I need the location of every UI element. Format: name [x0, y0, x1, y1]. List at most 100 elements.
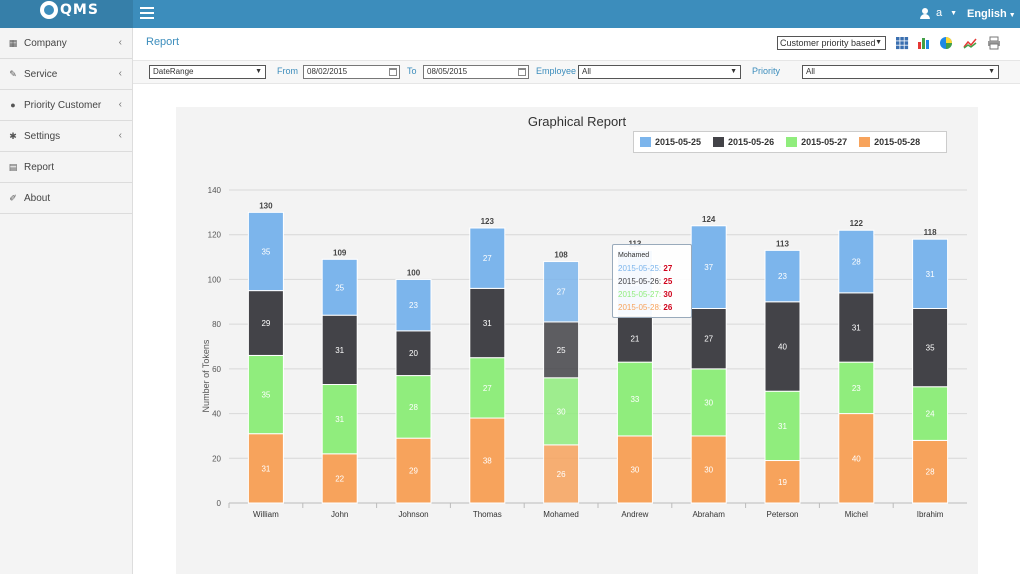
to-date-input[interactable]: 08/05/2015 — [423, 65, 529, 79]
logo-text: QMS — [60, 2, 99, 18]
bar-segment[interactable] — [247, 433, 284, 504]
bar-segment[interactable] — [543, 444, 580, 504]
bar-value-label: 31 — [483, 319, 492, 328]
bar-segment[interactable] — [321, 314, 358, 386]
chart-tooltip: Mohamed 2015-05-25: 27 2015-05-26: 25 20… — [612, 244, 692, 318]
print-icon[interactable] — [987, 36, 1001, 50]
line-chart-icon[interactable] — [963, 36, 977, 50]
bar-segment[interactable] — [838, 229, 875, 294]
bar-total-label: 130 — [259, 201, 273, 210]
y-tick-label: 120 — [208, 231, 222, 240]
bar-value-label: 27 — [704, 335, 713, 344]
x-tick-label: Johnson — [398, 510, 428, 519]
x-tick-label: Thomas — [473, 510, 502, 519]
logo[interactable]: QMS — [0, 0, 133, 28]
bar-segment[interactable] — [912, 386, 949, 441]
sidebar-item-label: Settings — [24, 130, 61, 142]
bar-segment[interactable] — [764, 460, 801, 504]
bar-value-label: 20 — [409, 349, 418, 358]
bar-value-label: 23 — [852, 384, 861, 393]
bar-segment[interactable] — [764, 249, 801, 303]
priority-select[interactable]: All ▼ — [802, 65, 999, 79]
chevron-left-icon: ‹ — [118, 99, 122, 110]
sidebar-item-about[interactable]: ✐ About — [0, 183, 132, 214]
legend-item[interactable]: 2015-05-28 — [859, 137, 920, 147]
sidebar-item-report[interactable]: ▤ Report — [0, 152, 132, 183]
menu-toggle-icon[interactable] — [140, 7, 154, 19]
bar-value-label: 23 — [409, 301, 418, 310]
bar-segment[interactable] — [543, 261, 580, 323]
bar-segment[interactable] — [247, 290, 284, 356]
bar-segment[interactable] — [543, 377, 580, 446]
bar-value-label: 27 — [557, 288, 566, 297]
from-date-input[interactable]: 08/02/2015 — [303, 65, 400, 79]
employee-select[interactable]: All ▼ — [578, 65, 741, 79]
bar-segment[interactable] — [543, 321, 580, 379]
logo-icon — [40, 1, 58, 19]
bar-segment[interactable] — [838, 413, 875, 504]
range-type-select[interactable]: DateRange ▼ — [149, 65, 266, 79]
calendar-icon[interactable] — [518, 68, 526, 76]
bar-segment[interactable] — [469, 227, 506, 289]
sidebar-item-priority-customer[interactable]: ● Priority Customer ‹ — [0, 90, 132, 121]
bar-segment[interactable] — [690, 307, 727, 370]
bar-segment[interactable] — [247, 354, 284, 435]
bar-segment[interactable] — [690, 368, 727, 437]
user-menu[interactable]: a ▼ — [920, 7, 957, 19]
y-tick-label: 20 — [212, 454, 221, 463]
bar-segment[interactable] — [912, 439, 949, 504]
legend-item[interactable]: 2015-05-25 — [640, 137, 701, 147]
bar-segment[interactable] — [469, 357, 506, 419]
bar-segment[interactable] — [469, 287, 506, 359]
pie-chart-icon[interactable] — [939, 36, 953, 50]
tooltip-row-value: 27 — [663, 264, 673, 273]
caret-down-icon: ▼ — [1008, 12, 1016, 19]
bar-segment[interactable] — [321, 258, 358, 316]
bar-segment[interactable] — [838, 361, 875, 415]
x-tick-label: Andrew — [621, 510, 648, 519]
bar-segment[interactable] — [690, 225, 727, 309]
bar-segment[interactable] — [764, 390, 801, 462]
report-type-select[interactable]: Customer priority based ▼ — [777, 36, 886, 50]
bar-segment[interactable] — [912, 238, 949, 309]
tooltip-row-value: 30 — [663, 290, 673, 299]
bar-value-label: 27 — [483, 254, 492, 263]
bar-value-label: 27 — [483, 384, 492, 393]
bar-segment[interactable] — [616, 361, 653, 437]
bar-segment[interactable] — [469, 417, 506, 504]
legend-item[interactable]: 2015-05-27 — [786, 137, 847, 147]
bar-segment[interactable] — [838, 292, 875, 363]
bar-segment[interactable] — [321, 453, 358, 504]
bar-chart-icon[interactable] — [917, 36, 931, 50]
x-tick-label: Michel — [845, 510, 868, 519]
tooltip-title: Mohamed — [618, 252, 650, 259]
sidebar-item-settings[interactable]: ✱ Settings ‹ — [0, 121, 132, 152]
bar-value-label: 40 — [778, 343, 787, 352]
bar-segment[interactable] — [616, 435, 653, 504]
sidebar-item-company[interactable]: ▦ Company ‹ — [0, 28, 132, 59]
y-tick-label: 0 — [217, 499, 222, 508]
legend-item[interactable]: 2015-05-26 — [713, 137, 774, 147]
bar-segment[interactable] — [395, 278, 432, 332]
employee-value: All — [582, 67, 591, 76]
language-menu[interactable]: English ▼ — [967, 8, 1016, 20]
sidebar-item-label: About — [24, 192, 51, 204]
bar-segment[interactable] — [690, 435, 727, 504]
to-date-value: 08/05/2015 — [427, 67, 468, 76]
chart-panel: Graphical Report 2015-05-25 2015-05-26 2… — [176, 107, 978, 574]
bar-total-label: 109 — [333, 248, 347, 257]
bar-segment[interactable] — [912, 307, 949, 388]
calendar-icon[interactable] — [389, 68, 397, 76]
bar-value-label: 31 — [926, 270, 935, 279]
bar-value-label: 35 — [261, 247, 270, 256]
bar-segment[interactable] — [395, 437, 432, 504]
wrench-icon: ✎ — [9, 68, 17, 79]
tooltip-row: 2015-05-28: 26 — [618, 301, 686, 314]
grid-icon[interactable] — [895, 36, 909, 50]
filter-bar: DateRange ▼ From 08/02/2015 To 08/05/201… — [133, 60, 1020, 84]
bar-segment[interactable] — [395, 330, 432, 377]
sidebar-item-service[interactable]: ✎ Service ‹ — [0, 59, 132, 90]
bar-segment[interactable] — [247, 211, 284, 292]
tooltip-row: 2015-05-27: 30 — [618, 288, 686, 301]
bar-value-label: 31 — [778, 422, 787, 431]
